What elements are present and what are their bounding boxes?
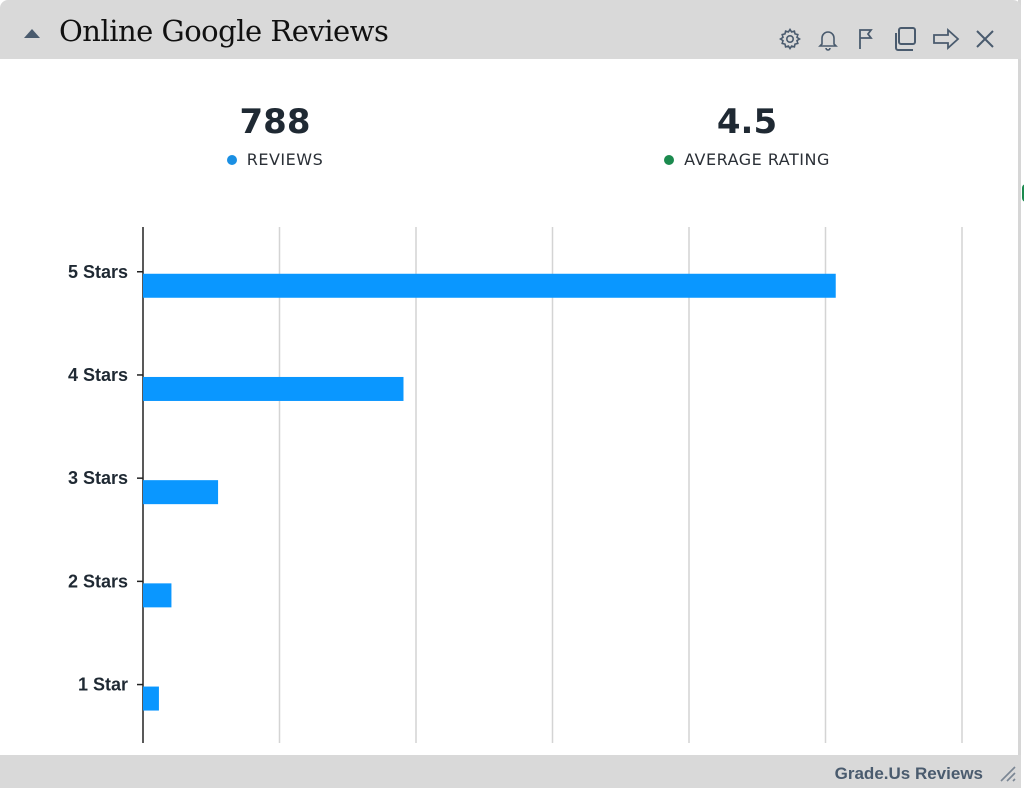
rating-label: AVERAGE RATING [684, 150, 830, 169]
grade-us-reviews-link[interactable]: Grade.Us Reviews [834, 764, 983, 783]
side-indicator [1022, 184, 1024, 202]
bar-2-stars [143, 583, 172, 608]
reviews-dot-icon [226, 154, 237, 165]
y-tick-label: 3 Stars [68, 468, 128, 488]
y-tick-label: 2 Stars [68, 571, 128, 591]
y-tick-label: 1 Star [78, 675, 128, 695]
rating-bar-chart: 5 Stars 4 Stars 3 Stars 2 Stars 1 Star [68, 227, 963, 743]
flag-icon[interactable] [851, 24, 881, 54]
bell-icon[interactable] [813, 24, 843, 54]
y-tick-label: 5 Stars [68, 262, 128, 282]
y-tick-label: 4 Stars [68, 365, 128, 385]
collapse-icon[interactable] [24, 29, 40, 38]
arrow-right-icon[interactable] [931, 24, 961, 54]
bar-5-stars [143, 273, 836, 298]
reviews-count: 788 [239, 102, 311, 142]
bar-1-star [143, 686, 159, 711]
reviews-legend: REVIEWS [175, 150, 375, 169]
rating-legend: AVERAGE RATING [627, 150, 867, 169]
rating-stat: 4.5 AVERAGE RATING [627, 102, 867, 169]
copy-icon[interactable] [890, 24, 920, 54]
average-rating-value: 4.5 [716, 102, 778, 142]
close-icon[interactable] [970, 24, 1000, 54]
bar-4-stars [143, 376, 404, 401]
rating-dot-icon [664, 154, 675, 165]
widget-footer: Grade.Us Reviews [0, 755, 1021, 788]
widget-title: Online Google Reviews [59, 14, 389, 48]
widget-header: Online Google Reviews [0, 0, 1021, 59]
gear-icon[interactable] [775, 24, 805, 54]
reviews-stat: 788 REVIEWS [175, 102, 375, 169]
bar-3-stars [143, 480, 219, 505]
reviews-label: REVIEWS [246, 150, 324, 169]
resize-handle-icon[interactable] [995, 761, 1017, 783]
